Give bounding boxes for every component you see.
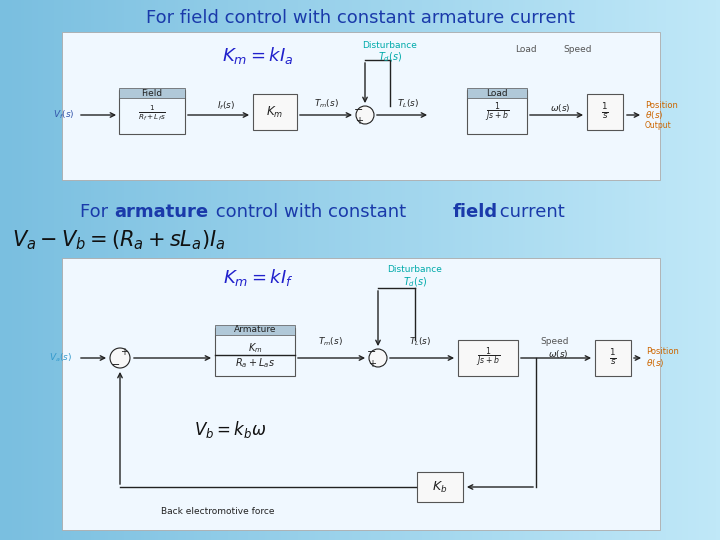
Text: $T_m(s)$: $T_m(s)$ xyxy=(314,98,338,110)
Text: $T_d(s)$: $T_d(s)$ xyxy=(402,275,427,289)
Text: $\frac{1}{Js+b}$: $\frac{1}{Js+b}$ xyxy=(476,346,500,370)
Text: $V_b=k_b\omega$: $V_b=k_b\omega$ xyxy=(194,420,266,441)
Circle shape xyxy=(369,349,387,367)
Circle shape xyxy=(356,106,374,124)
Bar xyxy=(119,90,185,134)
Text: $T_m(s)$: $T_m(s)$ xyxy=(318,336,343,348)
Circle shape xyxy=(110,348,130,368)
Text: −: − xyxy=(112,360,121,370)
Bar xyxy=(417,472,463,502)
Text: Position: Position xyxy=(645,100,678,110)
Text: $\theta(s)$: $\theta(s)$ xyxy=(646,357,665,369)
Text: Load: Load xyxy=(516,45,537,55)
Bar xyxy=(62,32,660,180)
Text: Armature: Armature xyxy=(234,326,276,334)
Text: Load: Load xyxy=(486,89,508,98)
Text: $V_a-V_b=\left(R_a+sL_a\right)I_a$: $V_a-V_b=\left(R_a+sL_a\right)I_a$ xyxy=(12,228,225,252)
Text: $K_b$: $K_b$ xyxy=(432,480,448,495)
Text: $V_f(s)$: $V_f(s)$ xyxy=(53,109,75,122)
Text: $T_L(s)$: $T_L(s)$ xyxy=(409,336,431,348)
Text: $I_f(s)$: $I_f(s)$ xyxy=(217,100,235,112)
Bar xyxy=(595,340,631,376)
Text: $R_a+L_a s$: $R_a+L_a s$ xyxy=(235,356,275,370)
Text: Disturbance: Disturbance xyxy=(387,266,442,274)
Text: $\theta(s)$: $\theta(s)$ xyxy=(645,109,663,121)
Text: current: current xyxy=(494,203,564,221)
Text: +: + xyxy=(355,116,363,126)
Text: Disturbance: Disturbance xyxy=(363,40,418,50)
Text: armature: armature xyxy=(114,203,208,221)
Text: $V_a(s)$: $V_a(s)$ xyxy=(49,352,72,365)
Text: $\frac{1}{Js+b}$: $\frac{1}{Js+b}$ xyxy=(485,101,509,125)
Text: $K_m$: $K_m$ xyxy=(266,104,284,119)
Text: field: field xyxy=(453,203,498,221)
Bar xyxy=(215,325,295,335)
Bar xyxy=(467,90,527,134)
Text: $K_m=kI_f$: $K_m=kI_f$ xyxy=(222,267,293,288)
Text: $T_L(s)$: $T_L(s)$ xyxy=(397,98,419,110)
Text: $K_m$: $K_m$ xyxy=(248,341,262,355)
Text: For: For xyxy=(80,203,114,221)
Text: $\omega(s)$: $\omega(s)$ xyxy=(548,348,568,360)
Bar xyxy=(119,88,185,98)
Bar xyxy=(587,94,623,130)
Text: Speed: Speed xyxy=(564,45,593,55)
Text: −: − xyxy=(367,347,377,357)
Text: $K_m=kI_a$: $K_m=kI_a$ xyxy=(222,44,294,65)
Text: Output: Output xyxy=(645,120,672,130)
Text: −: − xyxy=(354,105,364,115)
Text: +: + xyxy=(368,359,376,369)
Text: Field: Field xyxy=(141,89,163,98)
Text: $\frac{1}{s}$: $\frac{1}{s}$ xyxy=(601,102,609,122)
Text: control with constant: control with constant xyxy=(210,203,412,221)
Text: $T_d(s)$: $T_d(s)$ xyxy=(378,50,402,64)
Text: Back electromotive force: Back electromotive force xyxy=(161,508,275,516)
Bar xyxy=(467,88,527,98)
Text: Speed: Speed xyxy=(541,338,570,347)
Bar xyxy=(215,328,295,376)
Text: +: + xyxy=(120,347,128,357)
Text: $\frac{1}{s}$: $\frac{1}{s}$ xyxy=(609,348,617,368)
Text: Position: Position xyxy=(646,348,679,356)
Bar xyxy=(458,340,518,376)
Text: For field control with constant armature current: For field control with constant armature… xyxy=(145,9,575,27)
Bar xyxy=(62,258,660,530)
Text: $\frac{1}{R_f+L_f s}$: $\frac{1}{R_f+L_f s}$ xyxy=(138,103,166,123)
Text: $\omega(s)$: $\omega(s)$ xyxy=(550,102,570,114)
Bar xyxy=(253,94,297,130)
